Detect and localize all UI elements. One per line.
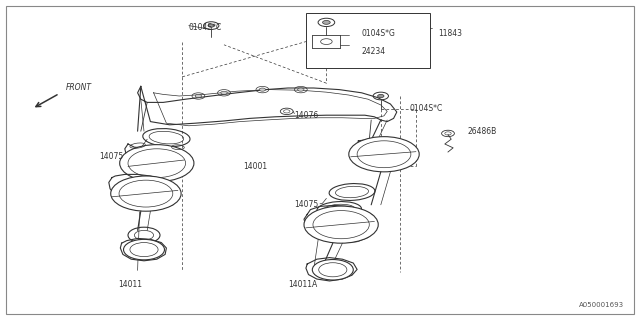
Circle shape bbox=[349, 137, 419, 172]
Text: 14075: 14075 bbox=[294, 200, 319, 209]
Circle shape bbox=[323, 20, 330, 24]
Text: 14011A: 14011A bbox=[288, 280, 317, 289]
Text: 14011: 14011 bbox=[118, 280, 143, 289]
Circle shape bbox=[111, 176, 181, 211]
Circle shape bbox=[208, 24, 214, 27]
Circle shape bbox=[195, 94, 202, 98]
Text: FRONT: FRONT bbox=[66, 83, 92, 92]
Circle shape bbox=[259, 88, 266, 91]
Circle shape bbox=[298, 88, 304, 91]
Text: 0104S*G: 0104S*G bbox=[362, 29, 396, 38]
Circle shape bbox=[378, 94, 384, 98]
Text: 0104S*C: 0104S*C bbox=[410, 104, 443, 113]
Circle shape bbox=[312, 260, 353, 280]
Text: 26486B: 26486B bbox=[467, 127, 497, 136]
Text: 24234: 24234 bbox=[362, 47, 386, 56]
Circle shape bbox=[304, 206, 378, 243]
Text: 0104S*C: 0104S*C bbox=[189, 23, 222, 32]
Text: 14075: 14075 bbox=[99, 152, 124, 161]
Circle shape bbox=[120, 145, 194, 182]
Text: 11843: 11843 bbox=[438, 29, 463, 38]
Text: A050001693: A050001693 bbox=[579, 302, 624, 308]
Text: 14076: 14076 bbox=[294, 111, 319, 120]
Circle shape bbox=[124, 239, 164, 260]
Text: 14001: 14001 bbox=[243, 162, 268, 171]
Circle shape bbox=[221, 91, 227, 94]
Bar bbox=[306, 13, 430, 68]
